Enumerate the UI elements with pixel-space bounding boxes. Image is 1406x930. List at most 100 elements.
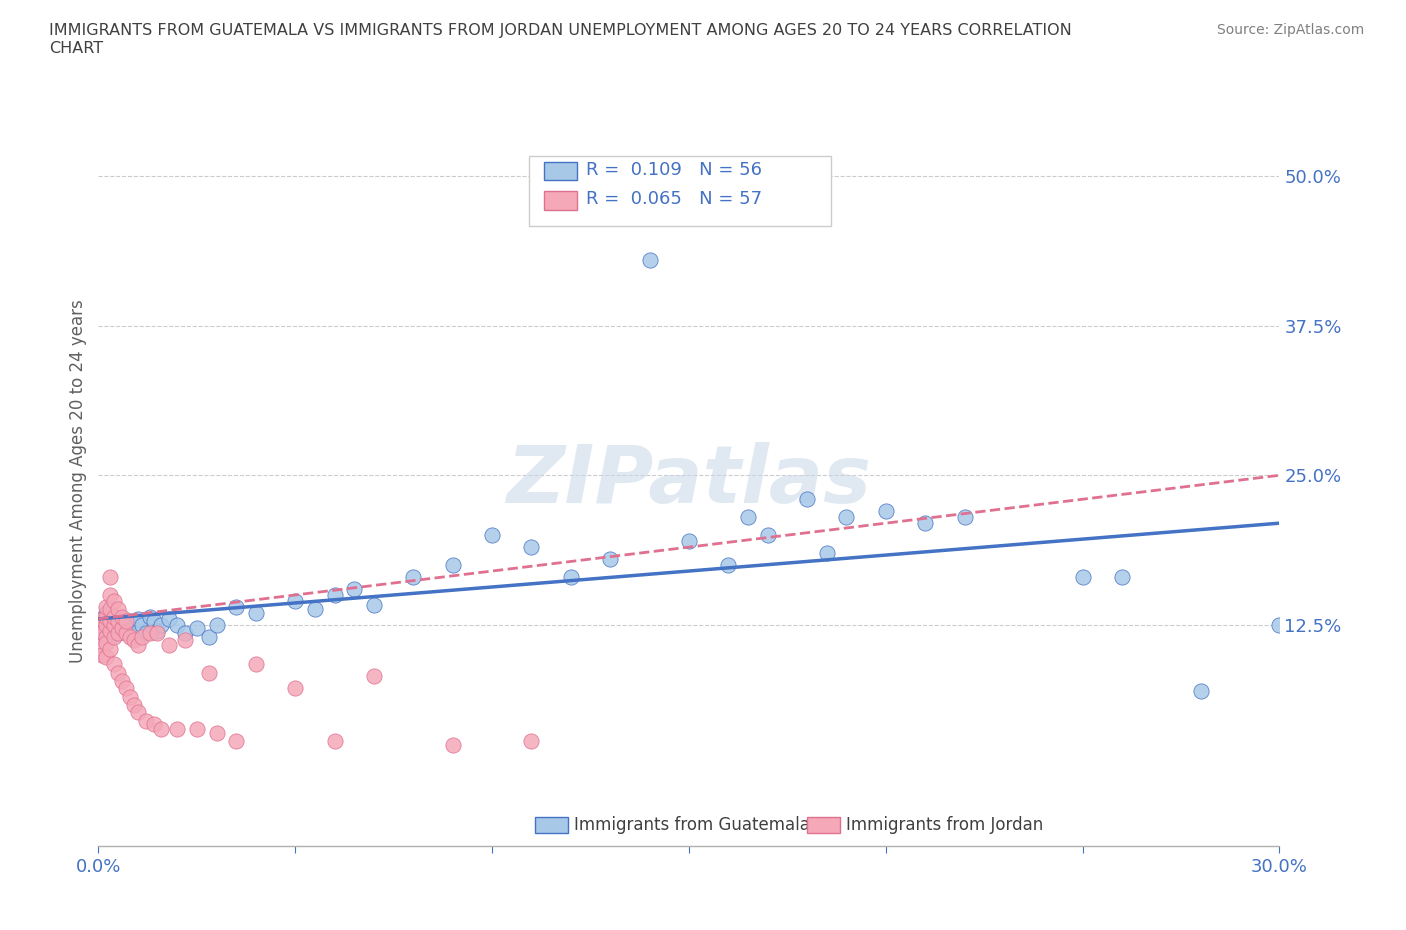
Point [111, 673, 134, 688]
FancyBboxPatch shape [544, 191, 576, 209]
Point [98, 642, 121, 657]
Point [150, 618, 173, 632]
Point [131, 618, 153, 632]
Point [103, 609, 125, 624]
Point [91, 626, 114, 641]
Point [815, 546, 838, 561]
Point [166, 722, 188, 737]
Text: Immigrants from Guatemala: Immigrants from Guatemala [575, 817, 810, 834]
Point [205, 725, 228, 740]
Point [122, 633, 145, 648]
Point [98, 569, 121, 584]
Point [107, 614, 129, 629]
Point [96, 650, 118, 665]
Point [98, 614, 121, 629]
Point [91, 618, 114, 632]
Point [107, 626, 129, 641]
Point [737, 510, 759, 525]
Point [96, 609, 118, 624]
Point [91, 611, 114, 626]
Point [127, 705, 149, 720]
Point [96, 635, 118, 650]
Point [127, 623, 149, 638]
Point [103, 657, 125, 671]
Point [441, 558, 464, 573]
Point [98, 630, 121, 644]
Point [103, 630, 125, 644]
Point [1071, 569, 1094, 584]
Point [756, 527, 779, 542]
Point [323, 734, 346, 749]
Point [107, 626, 129, 641]
Point [245, 605, 267, 620]
Point [138, 609, 160, 624]
Point [115, 681, 138, 696]
Point [96, 600, 118, 615]
Point [875, 504, 897, 519]
Text: IMMIGRANTS FROM GUATEMALA VS IMMIGRANTS FROM JORDAN UNEMPLOYMENT AMONG AGES 20 T: IMMIGRANTS FROM GUATEMALA VS IMMIGRANTS … [49, 23, 1071, 56]
Point [131, 630, 153, 644]
Point [343, 581, 366, 596]
Point [186, 621, 208, 636]
Point [1268, 618, 1291, 632]
Point [107, 618, 129, 632]
Point [150, 722, 173, 737]
Point [717, 558, 740, 573]
Point [323, 588, 346, 603]
Point [363, 597, 385, 612]
Point [166, 618, 188, 632]
FancyBboxPatch shape [544, 162, 576, 180]
Point [91, 647, 114, 662]
Point [197, 665, 219, 680]
Point [96, 618, 118, 632]
Point [1111, 569, 1133, 584]
Point [111, 609, 134, 624]
Point [520, 734, 543, 749]
Point [98, 623, 121, 638]
Point [205, 618, 228, 632]
Point [122, 698, 145, 712]
Text: R =  0.065   N = 57: R = 0.065 N = 57 [586, 190, 762, 207]
Point [98, 602, 121, 617]
Point [118, 614, 141, 629]
Point [98, 614, 121, 629]
Point [284, 593, 307, 608]
Point [142, 614, 165, 629]
Point [96, 623, 118, 638]
Point [157, 638, 180, 653]
Point [638, 252, 661, 267]
Point [118, 630, 141, 644]
Point [96, 630, 118, 644]
Point [245, 657, 267, 671]
Point [363, 669, 385, 684]
Point [157, 611, 180, 626]
Point [118, 689, 141, 704]
Point [796, 492, 818, 507]
Point [135, 713, 157, 728]
Point [835, 510, 858, 525]
Point [560, 569, 582, 584]
Point [96, 605, 118, 620]
Point [197, 630, 219, 644]
Point [91, 611, 114, 626]
Text: Immigrants from Jordan: Immigrants from Jordan [846, 817, 1043, 834]
Point [115, 614, 138, 629]
Text: ZIPatlas: ZIPatlas [506, 443, 872, 520]
Y-axis label: Unemployment Among Ages 20 to 24 years: Unemployment Among Ages 20 to 24 years [69, 299, 87, 663]
Point [146, 623, 169, 638]
Point [111, 611, 134, 626]
Point [481, 527, 503, 542]
Point [520, 539, 543, 554]
Point [678, 534, 700, 549]
Point [138, 626, 160, 641]
Point [146, 626, 169, 641]
Point [103, 618, 125, 632]
Point [115, 621, 138, 636]
FancyBboxPatch shape [807, 817, 841, 833]
Point [402, 569, 425, 584]
Point [127, 638, 149, 653]
Point [135, 626, 157, 641]
Point [284, 681, 307, 696]
FancyBboxPatch shape [530, 156, 831, 226]
Point [914, 516, 936, 531]
